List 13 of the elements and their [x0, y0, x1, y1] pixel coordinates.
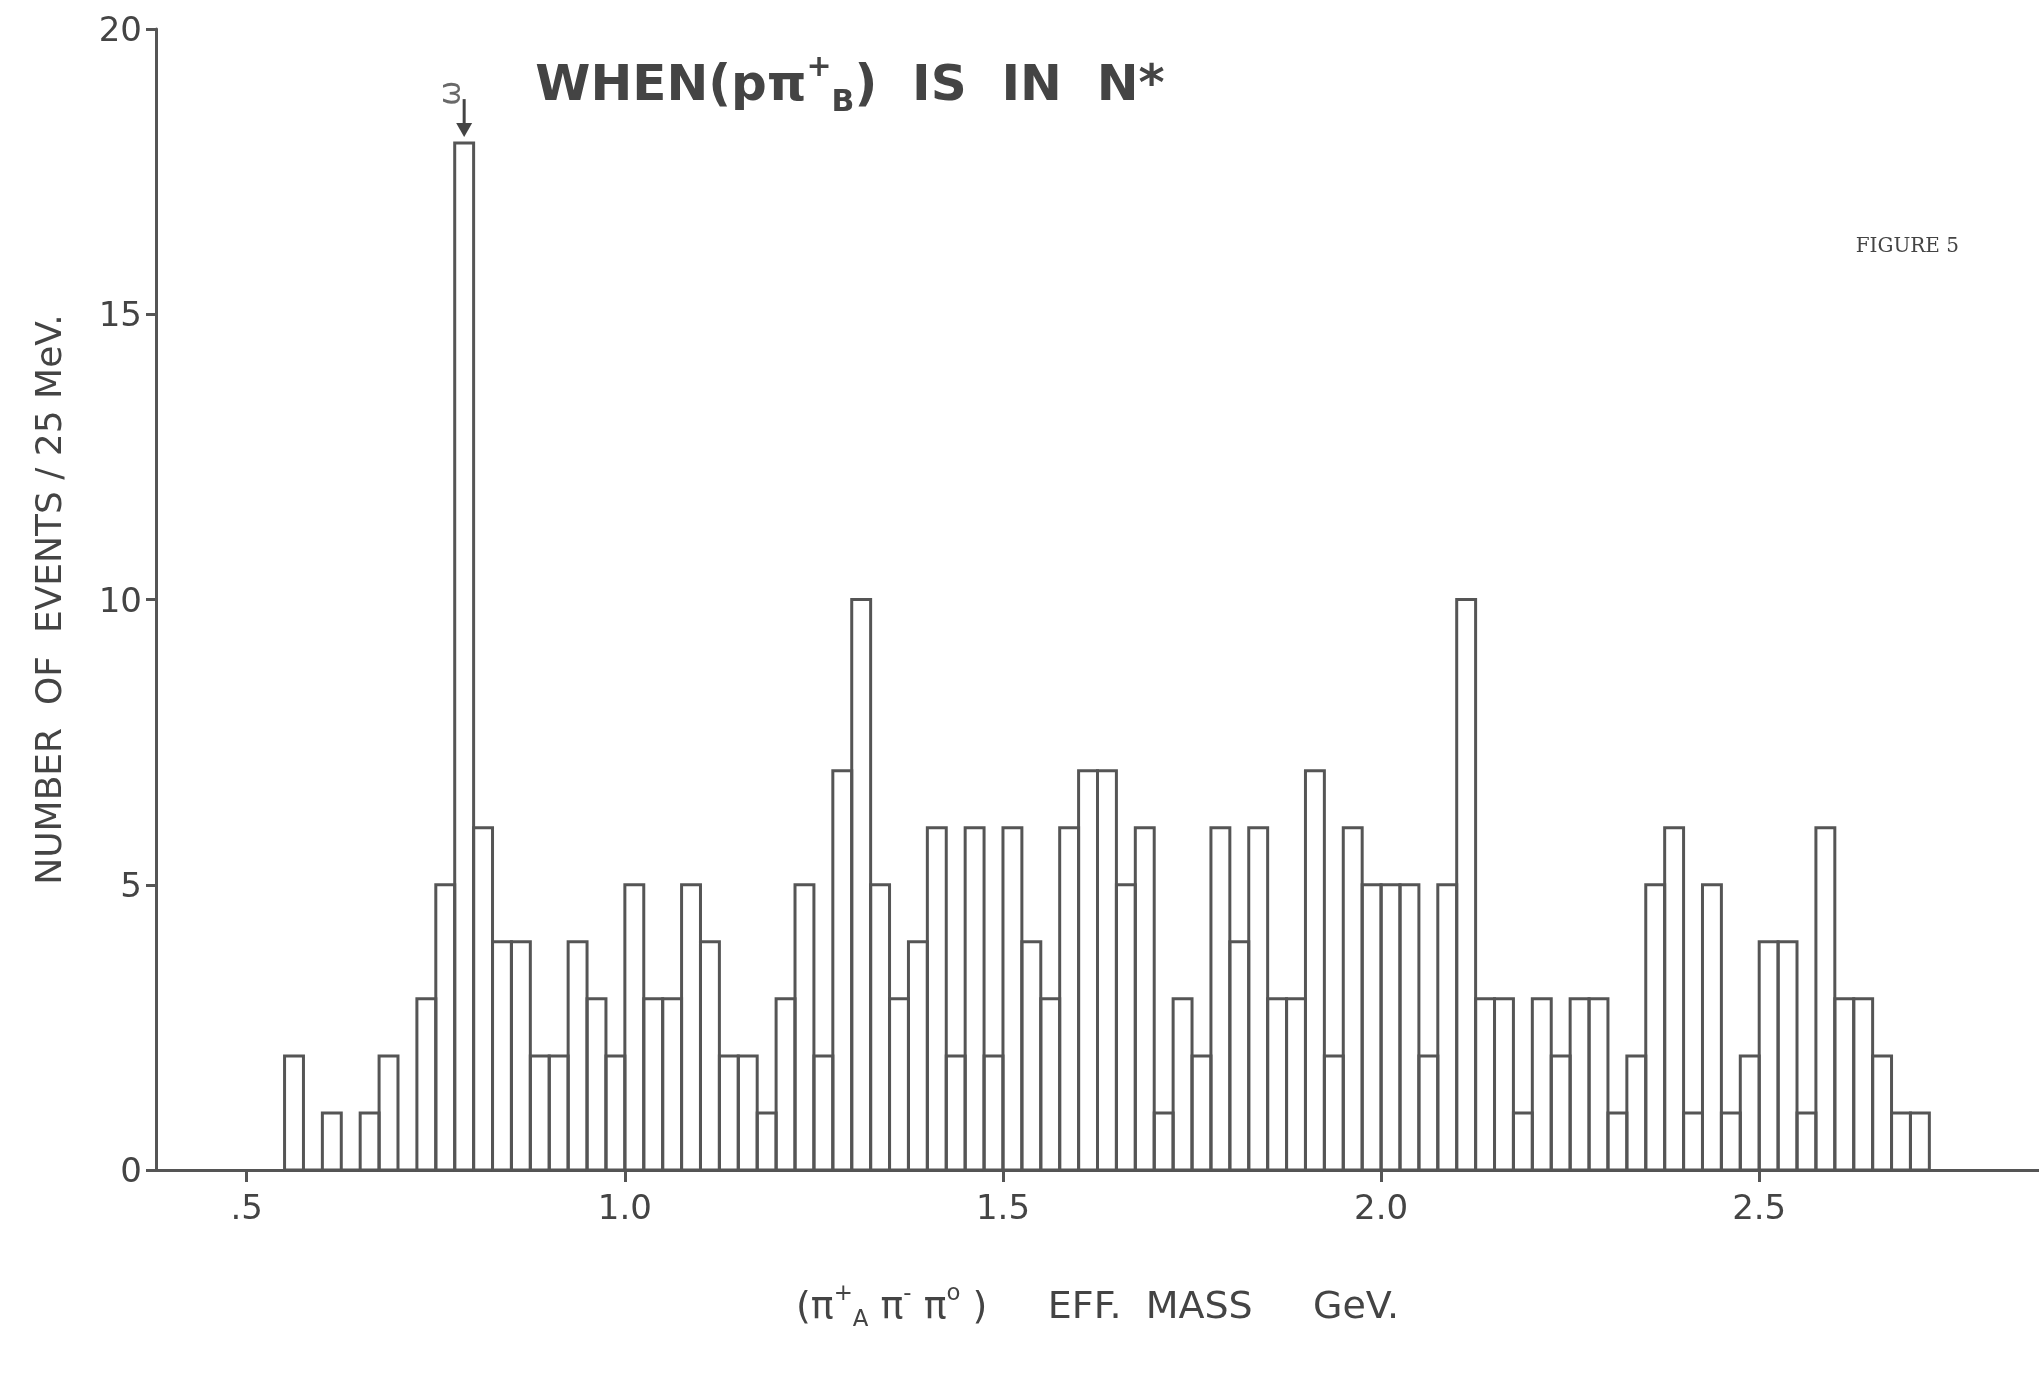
x-tick-label: 1.5: [975, 1187, 1031, 1227]
y-axis-title: NUMBER OF EVENTS / 25 MeV.: [27, 314, 69, 885]
y-tick-label: 5: [120, 864, 142, 905]
y-tick-label: 10: [98, 579, 142, 620]
y-tick-label: 0: [120, 1150, 142, 1190]
x-tick-label: .5: [230, 1187, 263, 1227]
x-tick-label: 1.0: [597, 1187, 652, 1227]
x-tick-label: 2.0: [1354, 1187, 1409, 1227]
annotation: ω: [431, 80, 467, 106]
annotation: FIGURE 5: [1855, 233, 1960, 257]
y-tick-label: 20: [98, 9, 142, 49]
x-tick-label: 2.5: [1732, 1187, 1787, 1227]
y-tick-label: 15: [98, 294, 142, 335]
